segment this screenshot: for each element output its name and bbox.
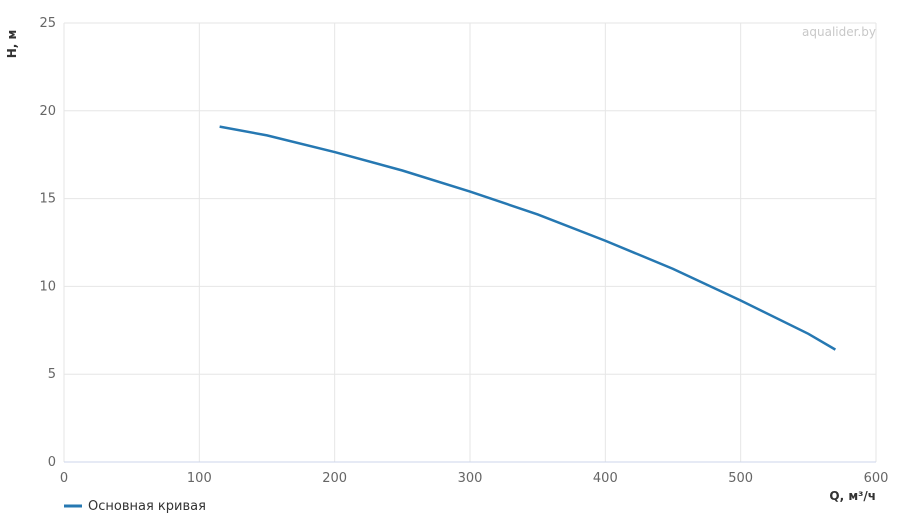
y-tick-label: 20 (39, 104, 56, 119)
x-tick-label: 0 (60, 471, 68, 486)
x-tick-label: 300 (458, 471, 483, 486)
y-tick-label: 0 (48, 455, 56, 470)
y-tick-label: 5 (48, 367, 56, 382)
y-tick-label: 15 (39, 192, 56, 207)
y-tick-label: 25 (39, 16, 56, 31)
x-tick-label: 400 (593, 471, 618, 486)
x-tick-label: 600 (864, 471, 889, 486)
x-tick-label: 200 (322, 471, 347, 486)
legend-label: Основная кривая (88, 499, 206, 514)
line (219, 125, 837, 351)
y-tick-label: 10 (39, 279, 56, 294)
x-tick-label: 500 (728, 471, 753, 486)
x-axis-label: Q, м³/ч (829, 489, 876, 503)
watermark: aqualider.by (802, 25, 876, 39)
x-tick-label: 100 (187, 471, 212, 486)
y-axis-label: H, м (5, 30, 19, 59)
